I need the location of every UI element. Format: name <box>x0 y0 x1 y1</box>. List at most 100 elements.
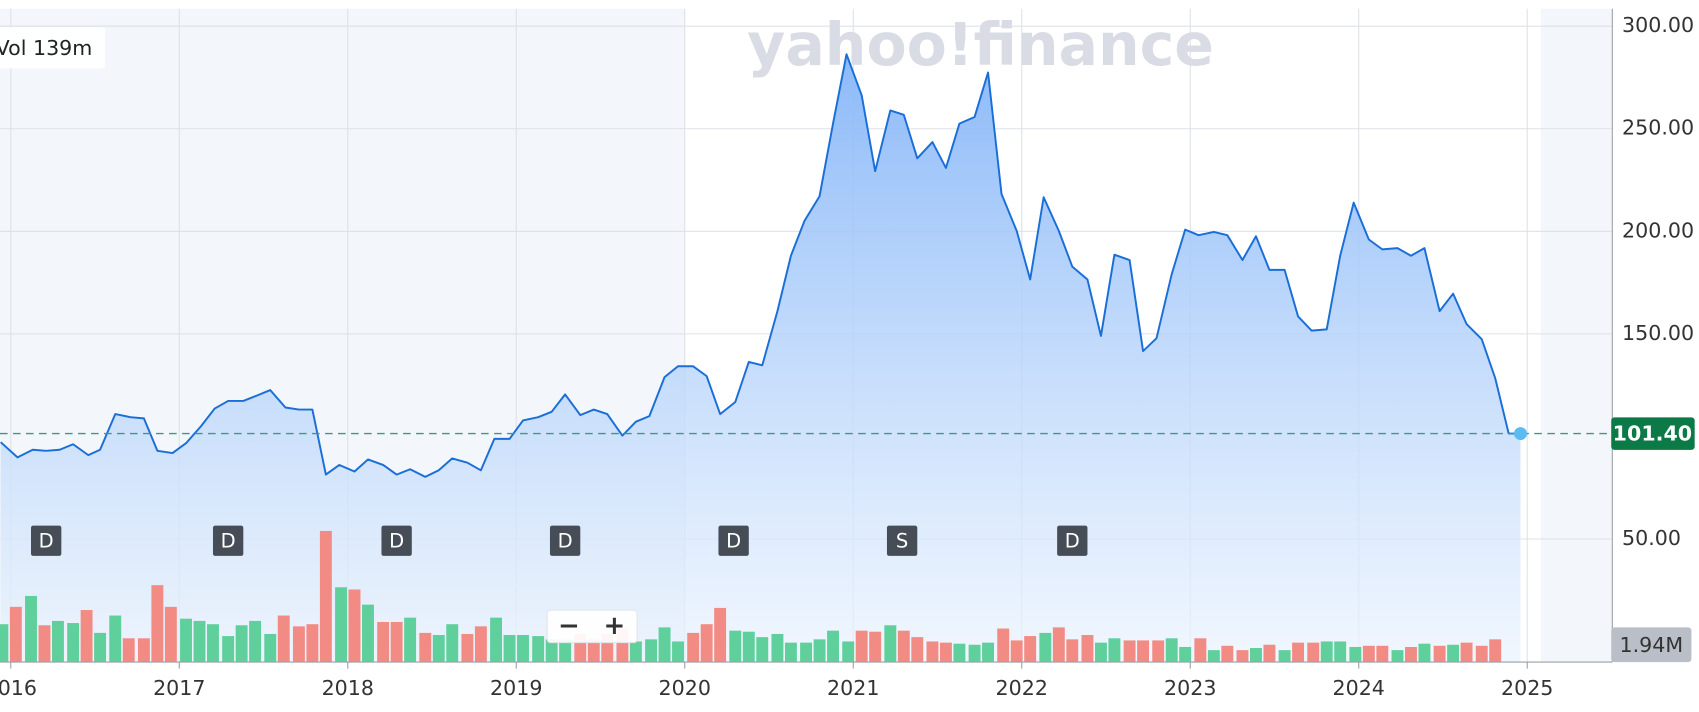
zoom-in-button[interactable]: + <box>603 611 625 641</box>
volume-bar <box>800 642 813 663</box>
volume-bar <box>461 633 474 663</box>
volume-bar <box>1376 645 1389 663</box>
volume-bar <box>1460 642 1473 663</box>
zoom-controls: − + <box>546 609 638 644</box>
volume-bar <box>1123 640 1136 663</box>
volume-bar <box>306 624 319 663</box>
volume-bar <box>997 628 1010 663</box>
event-label: D <box>389 529 404 552</box>
volume-bar <box>559 639 572 663</box>
volume-bar <box>1179 646 1192 663</box>
volume-bar <box>122 638 135 663</box>
x-tick-label: 2023 <box>1164 676 1216 700</box>
volume-bar <box>503 635 516 663</box>
axes-layer: 50.00 150.00 200.00 250.00 300.00 2016 2017 201… <box>0 13 1695 700</box>
event-marker <box>212 525 244 556</box>
volume-bar <box>827 630 839 663</box>
price-line <box>0 53 1521 478</box>
volume-bar <box>545 639 558 663</box>
volume-bar <box>207 624 219 663</box>
event-marker <box>1057 525 1088 556</box>
volume-bar <box>419 632 432 663</box>
volume-bar <box>151 585 164 663</box>
y-tick-label: 300.00 <box>1622 13 1694 37</box>
volume-bar <box>700 624 713 663</box>
x-tick-label: 2018 <box>322 676 374 700</box>
volume-bar <box>953 643 966 663</box>
event-marker <box>886 525 918 556</box>
volume-box: Vol 139m <box>0 27 106 69</box>
x-tick-label: 2025 <box>1501 676 1553 700</box>
volume-bar <box>109 615 122 663</box>
volume-bar <box>756 637 769 663</box>
volume-bar <box>52 620 64 663</box>
volume-bar <box>587 639 600 663</box>
volume-bar <box>80 610 93 663</box>
volume-layer <box>0 530 1502 663</box>
volume-bar <box>180 618 192 663</box>
y-tick-label: 250.00 <box>1622 116 1694 140</box>
volume-bar <box>490 617 503 663</box>
volume-bar <box>939 642 952 663</box>
volume-bar <box>616 628 629 663</box>
volume-bar <box>1307 642 1320 663</box>
x-tick-label: 2020 <box>659 676 711 700</box>
volume-bar <box>1349 646 1362 663</box>
volume-bar <box>432 635 445 663</box>
volume-bar <box>1052 627 1065 663</box>
volume-bar <box>517 635 529 663</box>
volume-bar <box>1278 650 1291 663</box>
event-label: D <box>726 529 741 552</box>
event-marker <box>30 525 62 556</box>
volume-bar <box>742 631 755 663</box>
volume-bar <box>532 636 545 663</box>
watermark: yahoo!finance <box>747 11 1214 79</box>
volume-bar <box>137 638 150 663</box>
volume-bar <box>1207 650 1220 663</box>
volume-bar <box>869 631 882 663</box>
volume-bar <box>1249 648 1262 663</box>
volume-bar <box>1475 645 1488 663</box>
zoom-bg <box>546 609 638 644</box>
event-label: S <box>896 529 908 552</box>
event-marker <box>549 525 581 556</box>
volume-bar <box>714 607 727 663</box>
x-tick-label: 2016 <box>0 676 37 700</box>
volume-bar <box>1320 641 1333 663</box>
volume-bar <box>264 633 277 663</box>
volume-bar <box>1391 650 1404 663</box>
volume-bar <box>67 623 80 663</box>
volume-bar <box>319 530 332 663</box>
volume-bar <box>926 641 939 663</box>
volume-bar <box>1094 642 1107 663</box>
volume-bar <box>1194 638 1207 663</box>
volume-bar <box>645 639 658 663</box>
volume-bar <box>193 620 206 663</box>
volume-bar <box>1418 643 1431 663</box>
volume-bar <box>1334 641 1347 663</box>
volume-bar <box>911 637 924 663</box>
volume-bar <box>94 632 107 663</box>
volume-bar <box>1039 632 1052 663</box>
zoom-out-button[interactable]: − <box>558 611 580 641</box>
volume-bar <box>249 620 262 663</box>
volume-bar <box>0 624 9 663</box>
last-point <box>1513 427 1527 441</box>
volume-bar <box>1447 644 1460 663</box>
volume-bar <box>842 641 855 663</box>
y-tick-label: 50.00 <box>1622 526 1681 550</box>
volume-bar <box>335 587 347 663</box>
volume-badge-label: 1.94M <box>1620 633 1684 657</box>
x-tick-label: 2019 <box>490 676 542 700</box>
volume-bar <box>390 621 403 663</box>
volume-bar <box>897 630 910 663</box>
volume-bar <box>1108 638 1121 663</box>
volume-bar <box>362 604 374 663</box>
area-fill <box>0 54 1521 663</box>
volume-bar <box>1236 650 1249 663</box>
volume-bar <box>855 630 868 663</box>
x-tick-label: 2021 <box>827 676 879 700</box>
volume-bar <box>729 630 742 663</box>
volume-bar <box>404 617 417 663</box>
